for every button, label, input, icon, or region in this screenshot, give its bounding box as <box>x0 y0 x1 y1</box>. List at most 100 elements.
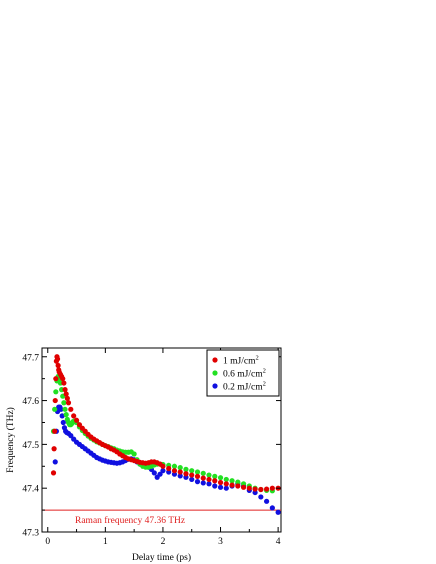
legend-entry-label: 0.2 mJ/cm2 <box>223 381 266 393</box>
y-tick-label: 47.3 <box>22 529 39 539</box>
data-point <box>54 356 61 362</box>
data-point <box>235 483 241 489</box>
data-point <box>223 476 229 483</box>
data-point <box>131 451 137 457</box>
x-tick-label: 2 <box>161 537 166 547</box>
data-point <box>183 466 189 472</box>
data-point <box>194 469 201 475</box>
data-point <box>246 485 252 491</box>
data-point <box>61 400 67 406</box>
data-point <box>206 476 212 483</box>
data-point <box>52 397 58 404</box>
y-tick-label: 47.4 <box>22 485 39 495</box>
legend-marker <box>212 370 218 376</box>
data-point <box>53 376 59 382</box>
data-point <box>76 422 83 428</box>
data-point <box>194 473 201 479</box>
data-point <box>52 406 58 412</box>
y-tick-label: 47.5 <box>22 441 39 451</box>
legend-entry-label: 0.6 mJ/cm2 <box>223 368 266 380</box>
data-point <box>171 463 178 469</box>
data-point <box>189 468 195 474</box>
data-point <box>55 362 61 369</box>
data-point <box>160 463 166 469</box>
data-point <box>62 406 68 412</box>
data-point <box>200 470 206 476</box>
data-point <box>177 465 183 471</box>
y-tick-label: 47.6 <box>22 397 39 407</box>
legend-box <box>206 349 280 397</box>
data-point <box>194 479 201 485</box>
data-point <box>200 480 206 486</box>
data-points-layer <box>50 354 281 515</box>
x-axis-title: Delay time (ps) <box>132 552 191 563</box>
data-point <box>275 509 281 515</box>
data-point <box>68 433 74 439</box>
data-point <box>229 482 235 488</box>
data-point <box>157 471 163 477</box>
data-point <box>223 481 229 487</box>
data-point <box>189 472 195 478</box>
data-point <box>151 470 157 476</box>
data-point <box>177 473 183 479</box>
legend-marker <box>212 357 218 363</box>
data-point <box>264 498 270 504</box>
data-point <box>71 413 77 419</box>
y-axis-title: Frequency (THz) <box>5 407 16 473</box>
data-point <box>73 417 80 423</box>
data-point <box>212 478 218 484</box>
data-point <box>217 479 224 486</box>
data-point <box>217 475 224 481</box>
data-point <box>166 465 172 472</box>
plot-frame <box>41 347 282 533</box>
data-point <box>217 484 224 490</box>
data-point <box>61 380 67 386</box>
data-point <box>240 484 247 490</box>
data-point <box>269 485 275 491</box>
data-point <box>212 483 218 489</box>
data-point <box>58 406 64 412</box>
data-point <box>258 486 264 493</box>
legend-entry-label: 1 mJ/cm2 <box>223 355 259 367</box>
data-point <box>64 395 70 401</box>
data-point <box>269 505 275 511</box>
data-point <box>63 411 69 418</box>
data-point <box>235 479 241 485</box>
raman-reference-label: Raman frequency 47.36 THz <box>75 515 185 526</box>
data-point <box>206 481 212 487</box>
data-point <box>223 485 229 491</box>
data-point <box>52 428 58 434</box>
reference-line-layer: Raman frequency 47.36 THz <box>42 509 281 526</box>
x-tick-label: 0 <box>45 537 50 547</box>
x-tick-label: 1 <box>103 537 108 547</box>
data-point <box>59 413 65 419</box>
legend-marker <box>212 383 218 389</box>
data-point <box>264 486 270 492</box>
data-point <box>63 391 69 397</box>
x-tick-label: 4 <box>276 537 281 547</box>
x-tick-label: 3 <box>218 537 223 547</box>
data-point <box>177 469 183 475</box>
data-point <box>160 468 166 474</box>
data-point <box>60 376 66 382</box>
axes-layer: 0 1 2 3 4 47.3 47.4 47.5 47.6 47.7 <box>22 348 281 547</box>
data-point <box>51 446 57 452</box>
data-point <box>60 419 66 426</box>
data-point <box>53 389 59 395</box>
data-point <box>252 486 258 492</box>
data-point <box>229 478 235 484</box>
data-point <box>183 471 189 477</box>
data-point <box>171 468 178 474</box>
data-point <box>258 494 264 500</box>
y-tick-label: 47.7 <box>22 353 39 363</box>
data-point <box>68 406 74 412</box>
data-point <box>212 473 218 479</box>
data-point <box>62 387 68 393</box>
data-point <box>50 470 57 476</box>
data-point <box>189 476 195 483</box>
data-point <box>200 475 206 481</box>
data-point <box>206 472 212 478</box>
data-point <box>65 400 72 406</box>
